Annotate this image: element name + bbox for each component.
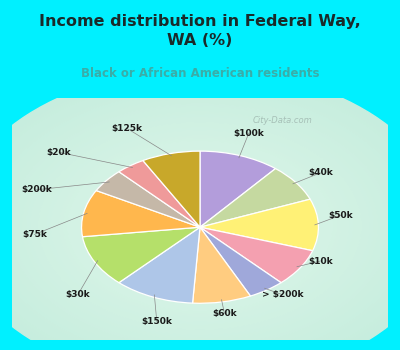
- Circle shape: [42, 125, 358, 327]
- Circle shape: [88, 154, 312, 298]
- Circle shape: [68, 141, 332, 311]
- Circle shape: [26, 114, 374, 338]
- Circle shape: [1, 98, 399, 350]
- Circle shape: [0, 82, 400, 350]
- Wedge shape: [200, 151, 276, 227]
- Circle shape: [0, 80, 400, 350]
- Circle shape: [0, 74, 400, 350]
- Circle shape: [0, 93, 400, 350]
- Circle shape: [192, 220, 208, 231]
- Circle shape: [138, 186, 262, 266]
- Text: $75k: $75k: [22, 230, 47, 239]
- Circle shape: [0, 69, 400, 350]
- Circle shape: [22, 112, 378, 341]
- Circle shape: [14, 106, 386, 346]
- Text: $60k: $60k: [212, 309, 237, 318]
- Circle shape: [105, 165, 295, 287]
- Circle shape: [150, 194, 250, 258]
- Circle shape: [47, 127, 353, 324]
- Circle shape: [130, 181, 270, 271]
- Text: $30k: $30k: [66, 290, 90, 299]
- Circle shape: [171, 207, 229, 245]
- Wedge shape: [200, 169, 310, 227]
- Circle shape: [142, 189, 258, 263]
- Circle shape: [51, 130, 349, 322]
- Circle shape: [167, 205, 233, 247]
- Text: $40k: $40k: [308, 168, 333, 177]
- Circle shape: [38, 122, 362, 330]
- Wedge shape: [200, 227, 281, 296]
- Text: $10k: $10k: [308, 257, 333, 266]
- Circle shape: [188, 218, 212, 234]
- Text: > $200k: > $200k: [262, 290, 304, 299]
- Text: $125k: $125k: [111, 124, 142, 133]
- Text: Income distribution in Federal Way,
WA (%): Income distribution in Federal Way, WA (…: [39, 14, 361, 48]
- Circle shape: [154, 197, 246, 255]
- Text: $50k: $50k: [329, 211, 353, 220]
- Circle shape: [163, 202, 237, 250]
- Circle shape: [80, 149, 320, 303]
- Circle shape: [109, 167, 291, 285]
- Circle shape: [146, 191, 254, 261]
- Circle shape: [126, 178, 274, 274]
- Circle shape: [0, 85, 400, 350]
- Text: $200k: $200k: [21, 185, 52, 194]
- Circle shape: [55, 133, 345, 319]
- Circle shape: [5, 101, 395, 350]
- Wedge shape: [82, 227, 200, 283]
- Circle shape: [175, 210, 225, 242]
- Circle shape: [100, 162, 300, 290]
- Text: $20k: $20k: [47, 148, 71, 157]
- Circle shape: [96, 160, 304, 293]
- Wedge shape: [143, 151, 200, 227]
- Circle shape: [10, 104, 390, 348]
- Circle shape: [158, 199, 242, 253]
- Circle shape: [0, 90, 400, 350]
- Circle shape: [34, 120, 366, 332]
- Circle shape: [179, 213, 221, 239]
- Circle shape: [113, 170, 287, 282]
- Circle shape: [121, 175, 279, 276]
- Text: $100k: $100k: [234, 128, 264, 138]
- Wedge shape: [119, 227, 200, 303]
- Circle shape: [0, 77, 400, 350]
- Circle shape: [0, 72, 400, 350]
- Circle shape: [134, 183, 266, 268]
- Text: $150k: $150k: [141, 317, 172, 326]
- Wedge shape: [82, 190, 200, 237]
- Wedge shape: [200, 199, 318, 251]
- Circle shape: [196, 223, 204, 229]
- Circle shape: [59, 135, 341, 316]
- Text: Black or African American residents: Black or African American residents: [81, 67, 319, 80]
- Circle shape: [0, 88, 400, 350]
- Circle shape: [72, 144, 328, 308]
- Circle shape: [18, 109, 382, 343]
- Circle shape: [30, 117, 370, 335]
- Circle shape: [63, 138, 337, 314]
- Circle shape: [117, 173, 283, 279]
- Wedge shape: [200, 227, 313, 283]
- Circle shape: [76, 146, 324, 306]
- Circle shape: [84, 152, 316, 301]
- Wedge shape: [192, 227, 250, 303]
- Circle shape: [92, 157, 308, 295]
- Wedge shape: [96, 172, 200, 227]
- Circle shape: [0, 96, 400, 350]
- Circle shape: [184, 215, 216, 237]
- Text: City-Data.com: City-Data.com: [253, 117, 312, 125]
- Wedge shape: [119, 161, 200, 227]
